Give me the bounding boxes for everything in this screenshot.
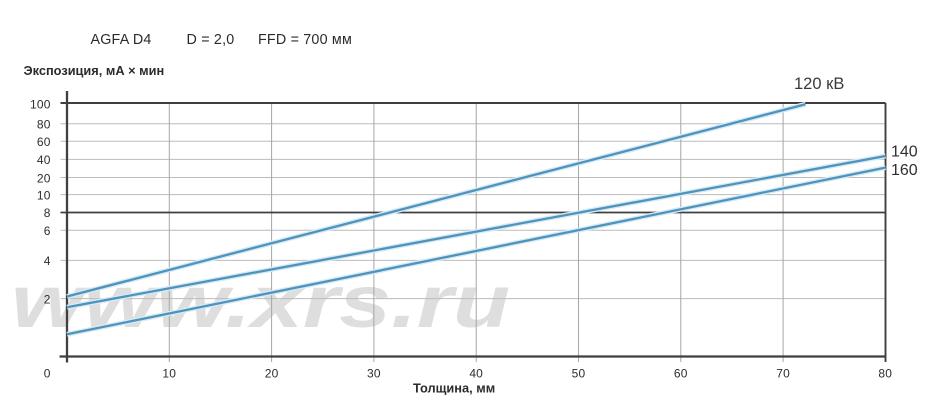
svg-text:80: 80 xyxy=(37,118,51,132)
svg-text:20: 20 xyxy=(37,171,51,185)
svg-text:Толщина, мм: Толщина, мм xyxy=(413,381,495,396)
svg-text:FFD = 700 мм: FFD = 700 мм xyxy=(258,32,352,48)
svg-text:20: 20 xyxy=(265,367,279,381)
svg-text:40: 40 xyxy=(37,153,51,167)
svg-text:40: 40 xyxy=(469,367,483,381)
svg-text:8: 8 xyxy=(44,206,51,220)
svg-text:0: 0 xyxy=(44,367,51,381)
svg-text:6: 6 xyxy=(44,224,51,238)
svg-text:100: 100 xyxy=(30,98,51,112)
svg-text:160: 160 xyxy=(891,162,918,179)
svg-text:D = 2,0: D = 2,0 xyxy=(187,32,235,48)
svg-text:60: 60 xyxy=(674,367,688,381)
svg-text:50: 50 xyxy=(572,367,586,381)
svg-text:AGFA D4: AGFA D4 xyxy=(91,32,152,48)
svg-text:2: 2 xyxy=(44,292,51,306)
svg-text:10: 10 xyxy=(162,367,176,381)
svg-text:80: 80 xyxy=(878,367,892,381)
svg-text:30: 30 xyxy=(367,367,381,381)
svg-text:120 кВ: 120 кВ xyxy=(794,75,844,93)
svg-text:4: 4 xyxy=(44,254,51,268)
svg-text:140: 140 xyxy=(891,143,918,160)
svg-text:60: 60 xyxy=(37,135,51,149)
svg-text:70: 70 xyxy=(776,367,790,381)
svg-text:10: 10 xyxy=(37,188,51,202)
svg-text:Экспозиция, мА × мин: Экспозиция, мА × мин xyxy=(24,63,165,78)
